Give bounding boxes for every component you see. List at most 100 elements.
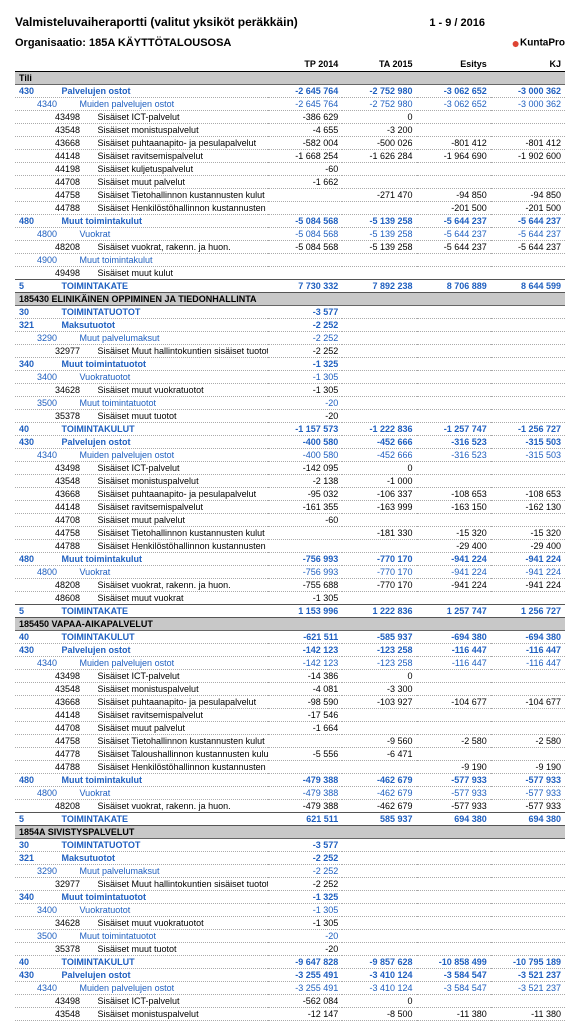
value-cell: -2 252 — [268, 878, 342, 891]
value-cell: -1 157 573 — [268, 423, 342, 436]
row-label: Muut toimintatuotot — [80, 931, 157, 941]
value-cell: -1 902 600 — [491, 150, 565, 163]
value-cell: -142 123 — [268, 644, 342, 657]
value-cell: -315 503 — [491, 449, 565, 462]
value-cell: -9 190 — [417, 761, 491, 774]
value-cell — [342, 72, 416, 85]
table-row: 48608 Sisäiset muut vuokrat-1 305 — [15, 592, 565, 605]
value-cell: -2 580 — [417, 735, 491, 748]
value-cell — [342, 592, 416, 605]
row-code: 430 — [19, 969, 59, 981]
row-code: 44148 — [19, 709, 95, 721]
row-code: 44148 — [19, 150, 95, 162]
value-cell: -3 200 — [342, 124, 416, 137]
row-label-cell: 34628 Sisäiset muut vuokratuotot — [15, 917, 268, 930]
table-row: 321 Maksutuotot-2 252 — [15, 852, 565, 865]
row-label-cell: 4900 Muut toimintakulut — [15, 254, 268, 267]
value-cell — [417, 670, 491, 683]
row-label-cell: 1854A SIVISTYSPALVELUT — [15, 826, 268, 839]
row-label-cell: 34628 Sisäiset muut vuokratuotot — [15, 384, 268, 397]
table-row: 321 Maksutuotot-2 252 — [15, 319, 565, 332]
value-cell: -2 252 — [268, 319, 342, 332]
row-label: Sisäiset ICT-palvelut — [98, 463, 180, 473]
row-label-cell: 4340 Muiden palvelujen ostot — [15, 98, 268, 111]
col-esitys: Esitys — [417, 57, 491, 72]
value-cell — [417, 293, 491, 306]
row-label: TOIMINTATUOTOT — [62, 840, 141, 850]
value-cell: -3 577 — [268, 839, 342, 852]
value-cell: -4 081 — [268, 683, 342, 696]
value-cell: -1 305 — [268, 917, 342, 930]
value-cell: -621 511 — [268, 631, 342, 644]
row-label: Vuokratuotot — [80, 905, 131, 915]
value-cell: -1 222 836 — [342, 423, 416, 436]
table-row: 43548 Sisäiset monistuspalvelut-4 081-3 … — [15, 683, 565, 696]
row-code: 321 — [19, 319, 59, 331]
value-cell — [417, 254, 491, 267]
table-row: 480 Muut toimintakulut-756 993-770 170-9… — [15, 553, 565, 566]
value-cell — [491, 618, 565, 631]
value-cell — [268, 761, 342, 774]
value-cell — [342, 722, 416, 735]
value-cell — [342, 943, 416, 956]
value-cell: -1 305 — [268, 384, 342, 397]
value-cell: -479 388 — [268, 774, 342, 787]
row-label-cell: 43498 Sisäiset ICT-palvelut — [15, 995, 268, 1008]
value-cell: -14 386 — [268, 670, 342, 683]
row-label: Vuokratuotot — [80, 372, 131, 382]
row-label-cell: 32977 Sisäiset Muut hallintokuntien sisä… — [15, 878, 268, 891]
row-label-cell: 430 Palvelujen ostot — [15, 644, 268, 657]
row-label-cell: 44788 Sisäiset Henkilöstöhallinnon kusta… — [15, 761, 268, 774]
value-cell: 7 892 238 — [342, 280, 416, 293]
row-label: Sisäiset ravitsemispalvelut — [98, 151, 204, 161]
value-cell — [417, 826, 491, 839]
row-code: 4900 — [19, 254, 77, 266]
table-row: 35378 Sisäiset muut tuotot-20 — [15, 943, 565, 956]
value-cell — [417, 319, 491, 332]
value-cell — [491, 267, 565, 280]
value-cell — [417, 852, 491, 865]
row-code: 3290 — [19, 332, 77, 344]
row-code: 48208 — [19, 241, 95, 253]
row-label-cell: 30 TOIMINTATUOTOT — [15, 839, 268, 852]
row-label: Sisäiset puhtaanapito- ja pesulapalvelut — [98, 697, 257, 707]
value-cell — [491, 514, 565, 527]
value-cell: -8 500 — [342, 1008, 416, 1021]
value-cell — [342, 618, 416, 631]
value-cell — [342, 345, 416, 358]
value-cell: -271 470 — [342, 189, 416, 202]
table-row: 44708 Sisäiset muut palvelut-1 664 — [15, 722, 565, 735]
row-label-cell: 44148 Sisäiset ravitsemispalvelut — [15, 501, 268, 514]
value-cell — [417, 683, 491, 696]
value-cell: -1 305 — [268, 371, 342, 384]
value-cell — [417, 124, 491, 137]
row-code: 43668 — [19, 137, 95, 149]
table-row: 40 TOIMINTAKULUT-1 157 573-1 222 836-1 2… — [15, 423, 565, 436]
table-row: 4800 Vuokrat-756 993-770 170-941 224-941… — [15, 566, 565, 579]
value-cell — [342, 293, 416, 306]
value-cell — [342, 761, 416, 774]
row-label: Sisäiset muut palvelut — [98, 177, 186, 187]
value-cell: -4 655 — [268, 124, 342, 137]
row-code: 430 — [19, 644, 59, 656]
value-cell: -3 062 652 — [417, 98, 491, 111]
value-cell: -94 850 — [491, 189, 565, 202]
value-cell: -104 677 — [491, 696, 565, 709]
value-cell: -116 447 — [417, 657, 491, 670]
value-cell: -462 679 — [342, 787, 416, 800]
value-cell: -400 580 — [268, 436, 342, 449]
value-cell — [491, 293, 565, 306]
value-cell: 8 644 599 — [491, 280, 565, 293]
value-cell — [491, 670, 565, 683]
value-cell: -104 677 — [417, 696, 491, 709]
row-label: Vuokrat — [80, 229, 111, 239]
row-label-cell: 430 Palvelujen ostot — [15, 436, 268, 449]
row-label-cell: 4800 Vuokrat — [15, 566, 268, 579]
row-code: 3500 — [19, 930, 77, 942]
row-label: Sisäiset monistuspalvelut — [98, 476, 199, 486]
value-cell — [491, 176, 565, 189]
table-row: 3290 Muut palvelumaksut-2 252 — [15, 332, 565, 345]
row-label: Muut palvelumaksut — [80, 333, 160, 343]
row-label-cell: 3500 Muut toimintatuotot — [15, 930, 268, 943]
row-label-cell: 340 Muut toimintatuotot — [15, 358, 268, 371]
